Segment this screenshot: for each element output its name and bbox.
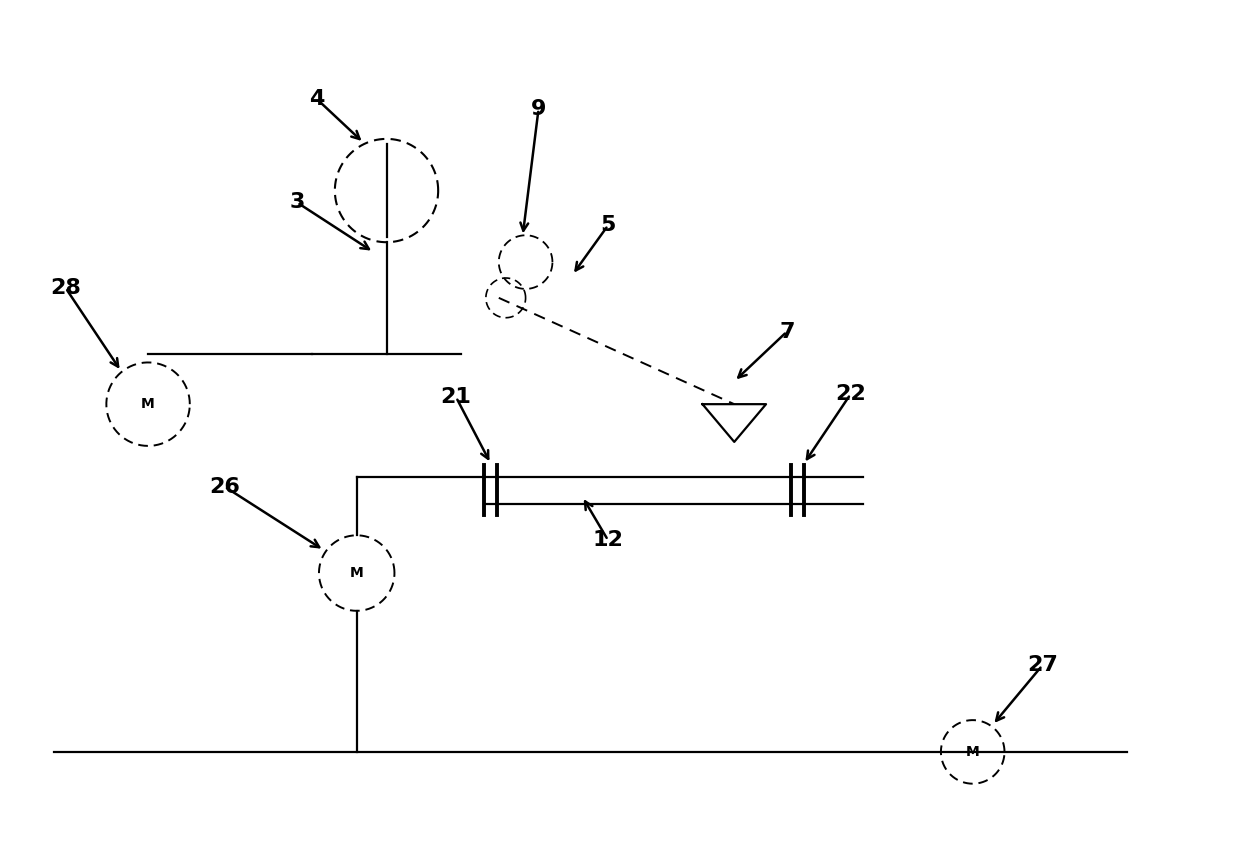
Text: 28: 28 [50,278,81,298]
Text: 26: 26 [210,477,241,497]
Text: M: M [141,397,155,411]
Text: M: M [966,745,980,758]
Text: 3: 3 [289,192,305,212]
Text: 9: 9 [531,99,546,119]
Text: 4: 4 [309,89,325,109]
Text: 5: 5 [600,216,616,235]
Text: 7: 7 [779,321,795,342]
Text: 27: 27 [1027,655,1058,675]
Text: 22: 22 [835,384,866,405]
Text: 12: 12 [593,530,624,551]
Text: 21: 21 [440,387,471,407]
Text: M: M [350,566,363,580]
